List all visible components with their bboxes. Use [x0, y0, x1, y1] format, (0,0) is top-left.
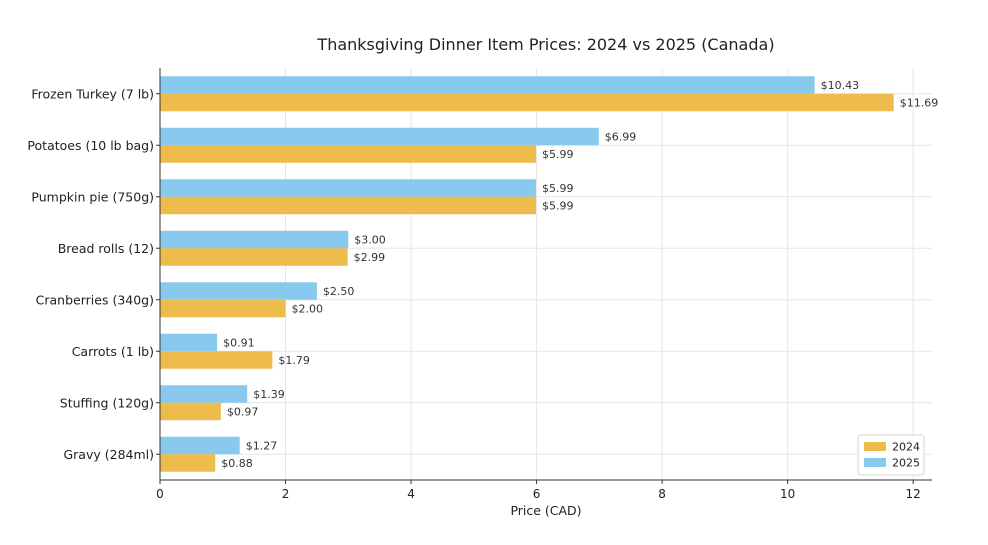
- bars: [160, 76, 894, 472]
- category-label: Gravy (284ml): [63, 447, 154, 462]
- x-tick-label: 0: [156, 487, 164, 501]
- category-label: Potatoes (10 lb bag): [27, 138, 154, 153]
- legend-label-2025: 2025: [892, 457, 920, 470]
- category-label: Pumpkin pie (750g): [31, 189, 154, 204]
- data-label-2024: $1.79: [278, 354, 310, 367]
- bar-2024: [160, 402, 221, 421]
- legend-swatch-2024: [864, 442, 886, 451]
- category-label: Carrots (1 lb): [72, 344, 154, 359]
- data-label-2024: $5.99: [542, 200, 574, 213]
- data-label-2024: $0.88: [221, 457, 253, 470]
- x-tick-label: 12: [906, 487, 921, 501]
- data-label-2025: $6.99: [605, 131, 637, 144]
- bar-2025: [160, 282, 317, 300]
- bar-2024: [160, 145, 536, 163]
- legend: 2024 2025: [857, 434, 925, 476]
- x-tick-label: 10: [780, 487, 795, 501]
- axes: 0 2 4 6 8 10 12 Frozen Turkey (7 lb) Potatoes (1…: [27, 68, 932, 501]
- x-tick-label: 8: [658, 487, 666, 501]
- data-label-2025: $3.00: [354, 234, 386, 247]
- data-label-2024: $2.99: [354, 251, 386, 264]
- data-label-2024: $0.97: [227, 406, 258, 419]
- bar-2025: [160, 76, 815, 94]
- x-axis-title: Price (CAD): [510, 503, 581, 518]
- category-label: Bread rolls (12): [58, 241, 154, 256]
- bar-2024: [160, 196, 536, 215]
- x-tick-label: 4: [407, 487, 415, 501]
- data-label-2025: $0.91: [223, 337, 255, 350]
- legend-label-2024: 2024: [892, 441, 920, 454]
- data-label-2025: $1.27: [246, 440, 278, 453]
- chart-title: Thanksgiving Dinner Item Prices: 2024 vs…: [316, 35, 774, 54]
- bar-2024: [160, 351, 273, 369]
- data-labels: $10.43 $11.69 $6.99 $5.99 $5.99 $5.99 $3.00 $2.…: [221, 79, 938, 470]
- data-label-2024: $11.69: [900, 97, 939, 110]
- bar-2024: [160, 93, 894, 112]
- data-label-2025: $1.39: [253, 388, 285, 401]
- category-label: Frozen Turkey (7 lb): [31, 86, 154, 101]
- data-label-2025: $2.50: [323, 285, 355, 298]
- bar-2025: [160, 230, 349, 249]
- category-label: Cranberries (340g): [36, 292, 154, 307]
- bar-2025: [160, 179, 536, 197]
- bar-2025: [160, 333, 218, 352]
- bar-2025: [160, 127, 599, 146]
- bar-2024: [160, 248, 348, 266]
- bar-2025: [160, 385, 248, 403]
- data-label-2025: $10.43: [821, 79, 860, 92]
- data-label-2025: $5.99: [542, 182, 574, 195]
- data-label-2024: $5.99: [542, 148, 574, 161]
- category-label: Stuffing (120g): [60, 395, 154, 410]
- x-tick-label: 2: [282, 487, 290, 501]
- legend-swatch-2025: [864, 458, 886, 467]
- bar-2024: [160, 454, 216, 472]
- bar-2025: [160, 436, 240, 455]
- bar-2024: [160, 299, 286, 318]
- x-tick-label: 6: [533, 487, 541, 501]
- data-label-2024: $2.00: [292, 303, 324, 316]
